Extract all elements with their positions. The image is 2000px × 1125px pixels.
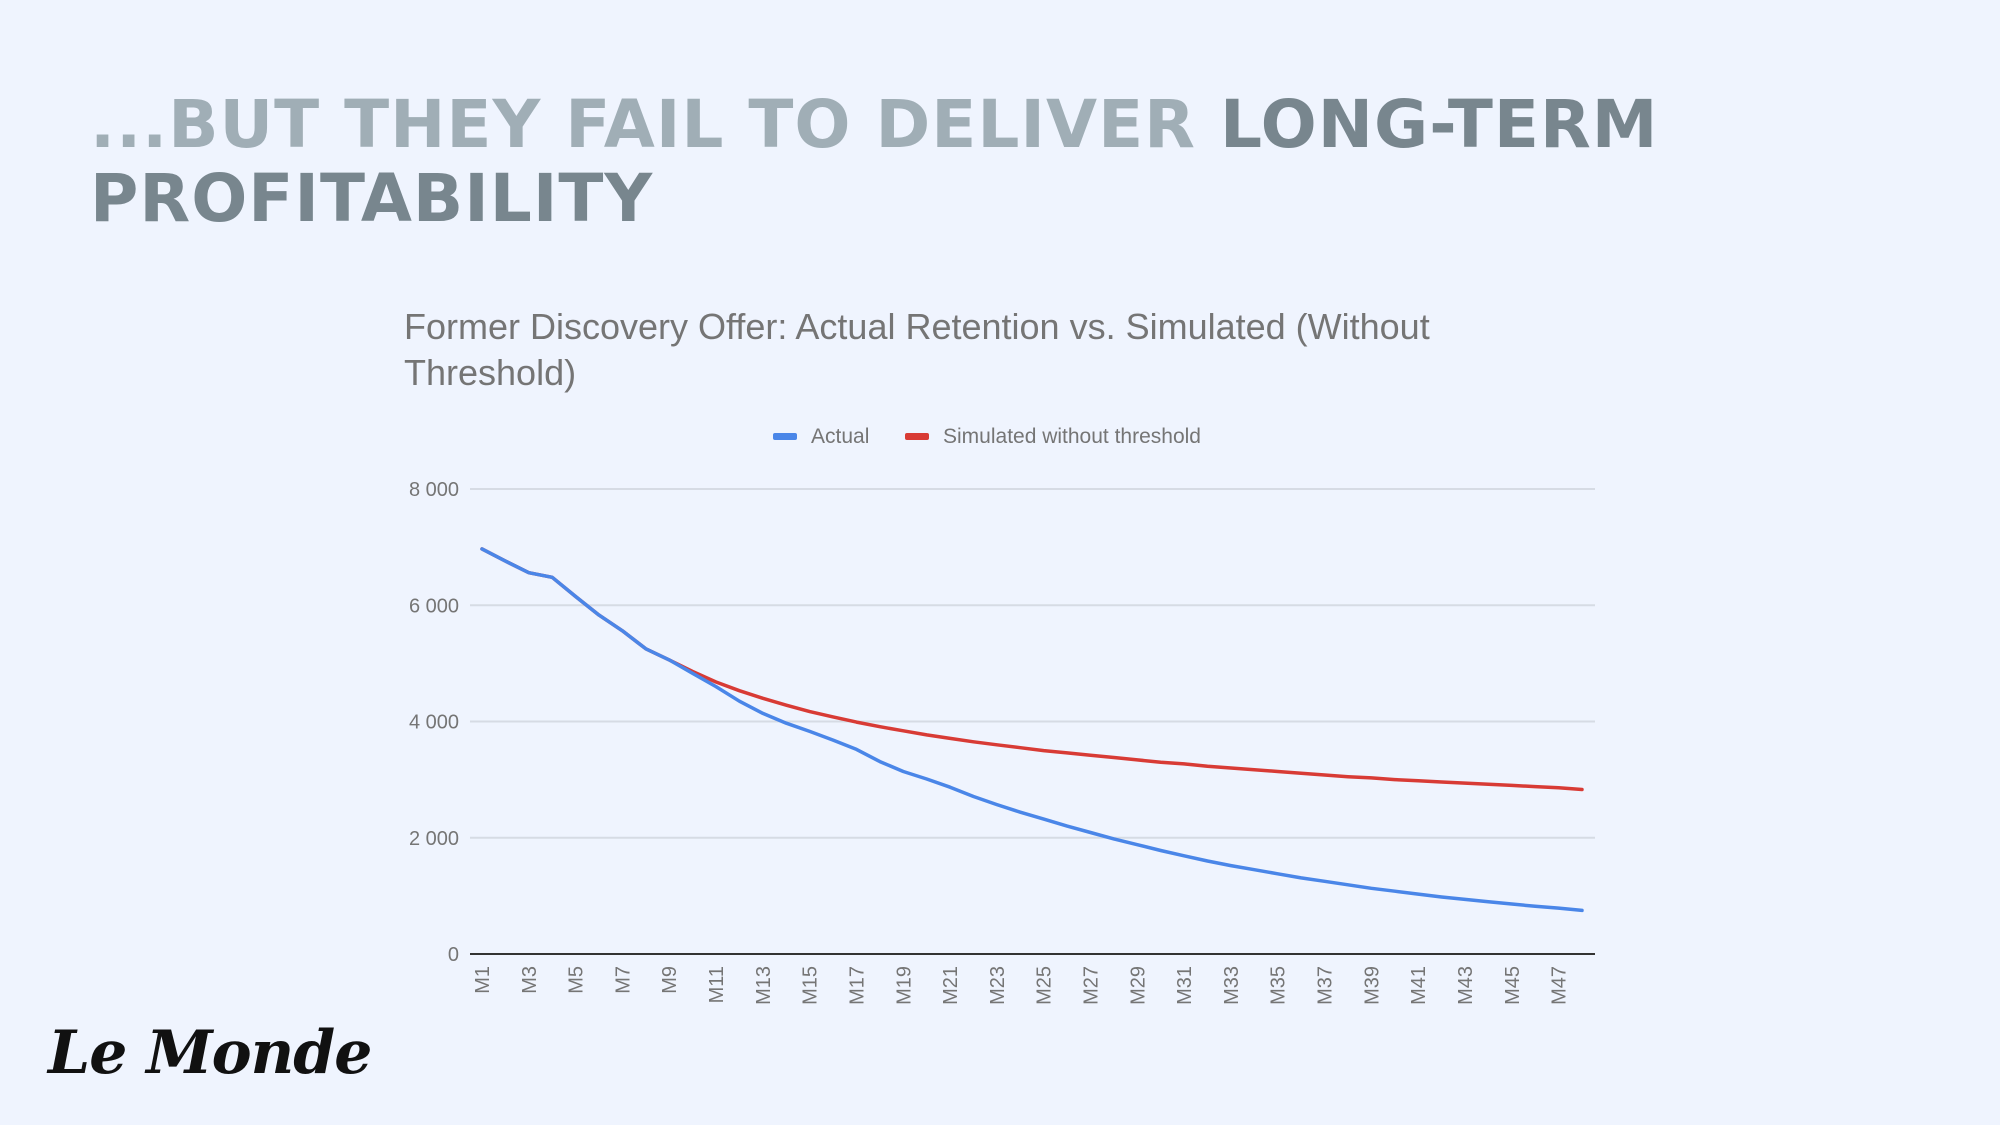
x-tick-label: M11	[706, 966, 728, 1003]
x-tick-label: M13	[753, 966, 775, 1005]
x-tick-label: M15	[800, 966, 822, 1005]
x-tick-label: M19	[893, 966, 915, 1005]
legend-swatch-actual	[773, 433, 797, 440]
x-tick-label: M5	[566, 966, 588, 994]
x-tick-label: M3	[519, 966, 541, 994]
y-tick-label: 8 000	[409, 479, 459, 501]
x-tick-label: M23	[987, 966, 1009, 1005]
x-tick-label: M37	[1315, 966, 1337, 1005]
y-tick-label: 6 000	[409, 595, 459, 617]
slide-title-emphasis: long-term profitability	[90, 86, 1659, 237]
x-tick-label: M21	[940, 966, 962, 1005]
x-tick-label: M29	[1127, 966, 1149, 1005]
actual-series-line	[480, 547, 1584, 913]
x-tick-label: M35	[1268, 966, 1290, 1005]
x-tick-label: M41	[1408, 966, 1430, 1005]
x-tick-label: M1	[472, 966, 494, 994]
le-monde-logo: Le Monde	[48, 1018, 372, 1088]
slide-title: ...But they fail to deliver long-term pr…	[90, 88, 1930, 236]
simulated-series-line	[480, 547, 1584, 792]
chart-title: Former Discovery Offer: Actual Retention…	[404, 306, 1430, 393]
legend-label-actual: Actual	[811, 425, 869, 448]
y-tick-label: 2 000	[409, 828, 459, 850]
x-tick-label: M39	[1361, 966, 1383, 1005]
legend-swatch-simulated	[905, 433, 929, 440]
x-tick-label: M47	[1549, 966, 1571, 1005]
x-tick-label: M33	[1221, 966, 1243, 1005]
legend-label-simulated: Simulated without threshold	[943, 425, 1201, 448]
slide-title-lead: ...But they fail to deliver	[90, 86, 1220, 163]
x-tick-label: M43	[1455, 966, 1477, 1005]
x-tick-label: M9	[659, 966, 681, 994]
x-tick-label: M17	[846, 966, 868, 1005]
x-tick-label: M31	[1174, 966, 1196, 1005]
y-tick-label: 0	[448, 944, 459, 966]
x-tick-label: M27	[1081, 966, 1103, 1005]
x-tick-label: M7	[612, 966, 634, 994]
x-tick-label: M25	[1034, 966, 1056, 1005]
y-tick-label: 4 000	[409, 712, 459, 734]
x-tick-label: M45	[1502, 966, 1524, 1005]
